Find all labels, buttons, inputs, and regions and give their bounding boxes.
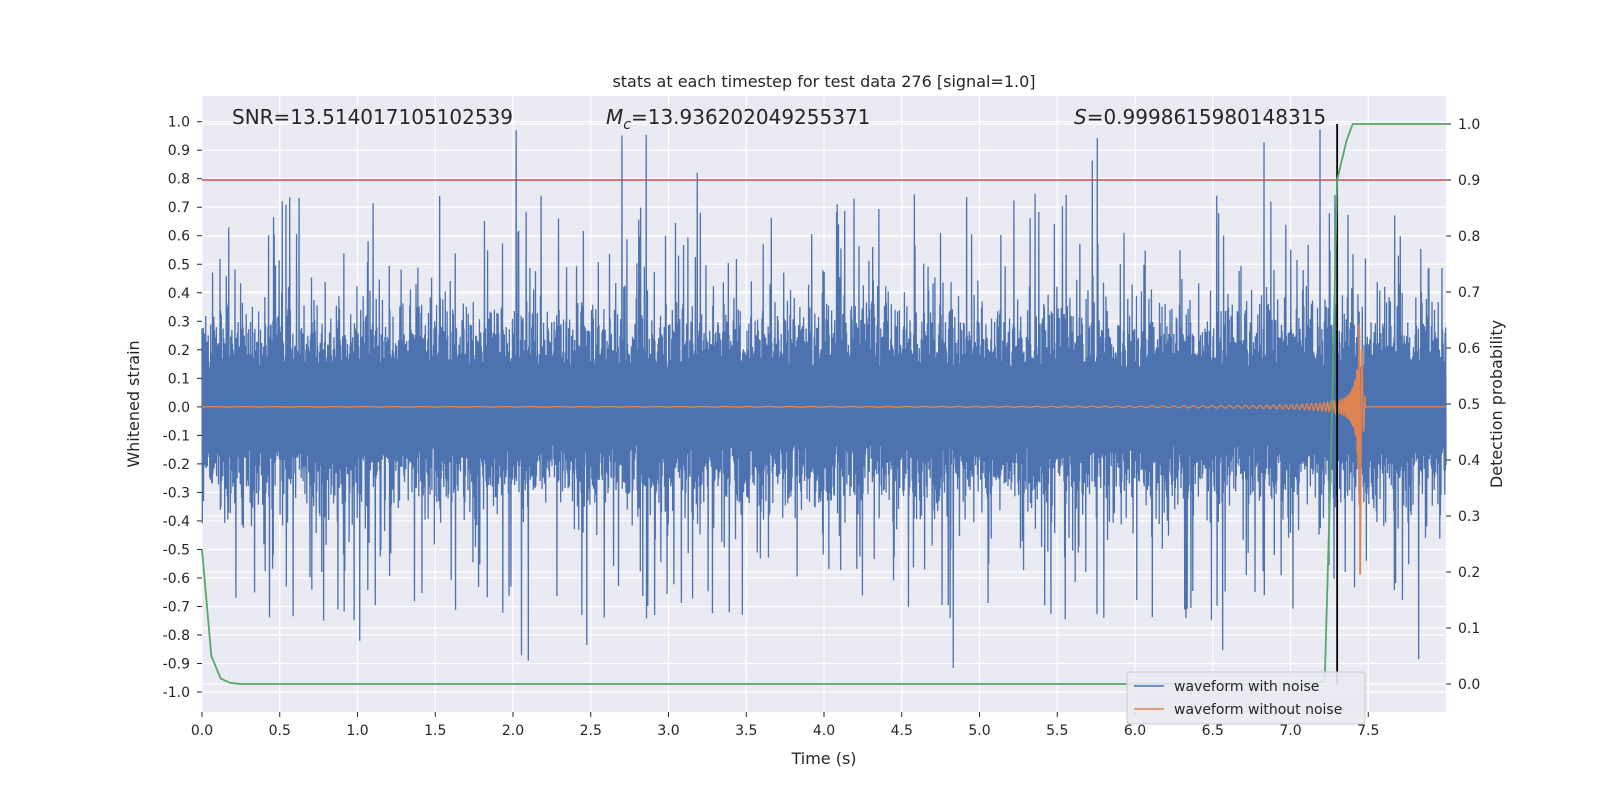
y-right-tick-label: 0.6: [1458, 341, 1480, 357]
x-tick-label: 5.5: [1046, 723, 1068, 739]
x-tick-label: 7.5: [1357, 723, 1379, 739]
x-tick-label: 5.0: [968, 723, 990, 739]
x-tick-label: 4.0: [813, 723, 835, 739]
y-left-tick-label: 0.0: [168, 400, 190, 416]
y-right-tick-label: 0.9: [1458, 173, 1480, 189]
y-right-tick-label: 0.4: [1458, 453, 1480, 469]
detection-statistic-annotation: S=0.9998615980148315: [1074, 105, 1326, 129]
x-tick-label: 6.5: [1202, 723, 1224, 739]
ticks: 0.0 0.5 1.0 1.5 2.0 2.5 3.0 3.5 4.0 4.5 5.0 5.5 6.0 6…: [163, 115, 1481, 739]
y-left-tick-label: 0.4: [168, 286, 190, 302]
y-left-tick-label: -0.8: [163, 628, 190, 644]
series-line-probability: [201, 123, 1446, 685]
y-right-tick-label: 0.5: [1458, 397, 1480, 413]
y-left-tick-label: -0.9: [163, 657, 190, 673]
y-left-tick-label: -0.6: [163, 571, 190, 587]
y-axis-label-right: Detection probability: [1487, 320, 1506, 488]
y-left-tick-label: -0.4: [163, 514, 190, 530]
y-left-tick-label: 0.9: [168, 143, 190, 159]
detection-statistic-value: =0.9998615980148315: [1087, 105, 1326, 129]
x-tick-label: 1.0: [346, 723, 368, 739]
legend-label-clean: waveform without noise: [1174, 702, 1342, 718]
x-axis-label: Time (s): [790, 749, 856, 768]
x-tick-label: 2.5: [580, 723, 602, 739]
data-layer: [201, 123, 1447, 685]
x-tick-label: 7.0: [1279, 723, 1301, 739]
y-right-tick-label: 0.8: [1458, 229, 1480, 245]
series-line-clean: [202, 323, 1446, 575]
y-left-tick-label: 0.6: [168, 229, 190, 245]
chirp-mass-symbol: M: [606, 105, 623, 129]
x-tick-label: 3.0: [657, 723, 679, 739]
y-left-tick-label: 0.8: [168, 172, 190, 188]
chart-title: stats at each timestep for test data 276…: [612, 72, 1035, 91]
y-left-tick-label: -0.7: [163, 599, 190, 615]
detection-statistic-symbol: S: [1074, 105, 1087, 129]
y-right-tick-label: 0.2: [1458, 565, 1480, 581]
y-right-tick-label: 0.7: [1458, 285, 1480, 301]
y-left-tick-label: -0.2: [163, 457, 190, 473]
y-right-tick-label: 0.3: [1458, 509, 1480, 525]
y-left-tick-label: 0.5: [168, 257, 190, 273]
legend-box: [1126, 671, 1366, 725]
y-left-tick-label: -0.1: [163, 428, 190, 444]
y-axis-label-left: Whitened strain: [124, 340, 143, 467]
legend: waveform with noise waveform without noi…: [1126, 671, 1366, 725]
x-tick-label: 2.0: [502, 723, 524, 739]
y-left-tick-label: 0.1: [168, 371, 190, 387]
chirp-mass-annotation: Mc=13.936202049255371: [606, 105, 870, 133]
y-left-tick-label: 1.0: [168, 115, 190, 131]
x-tick-label: 0.5: [269, 723, 291, 739]
x-tick-label: 4.5: [891, 723, 913, 739]
y-left-tick-label: 0.3: [168, 314, 190, 330]
x-tick-label: 6.0: [1124, 723, 1146, 739]
legend-label-noise: waveform with noise: [1174, 679, 1319, 695]
snr-annotation: SNR=13.514017105102539: [232, 105, 513, 129]
x-tick-label: 0.0: [191, 723, 213, 739]
x-tick-label: 1.5: [424, 723, 446, 739]
y-left-tick-label: -0.5: [163, 542, 190, 558]
y-left-tick-label: 0.2: [168, 343, 190, 359]
y-right-tick-label: 1.0: [1458, 117, 1480, 133]
y-left-tick-label: -0.3: [163, 485, 190, 501]
x-tick-label: 3.5: [735, 723, 757, 739]
y-right-tick-label: 0.1: [1458, 621, 1480, 637]
y-left-tick-label: -1.0: [163, 685, 190, 701]
y-right-tick-label: 0.0: [1458, 677, 1480, 693]
chirp-mass-value: =13.936202049255371: [631, 105, 870, 129]
series-line-noise: [201, 129, 1447, 668]
chirp-mass-subscript: c: [623, 117, 631, 133]
y-left-tick-label: 0.7: [168, 200, 190, 216]
